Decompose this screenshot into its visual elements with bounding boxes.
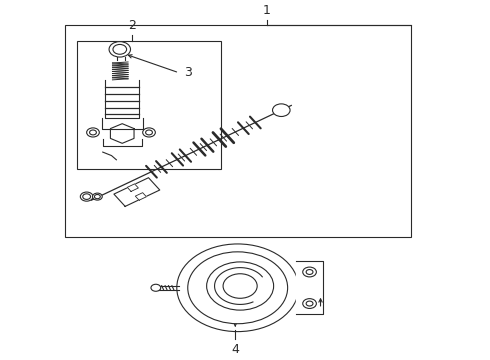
Circle shape — [80, 192, 93, 201]
Polygon shape — [135, 193, 147, 200]
Circle shape — [83, 194, 91, 199]
Circle shape — [306, 270, 313, 274]
Circle shape — [223, 274, 257, 298]
Circle shape — [303, 267, 317, 277]
Circle shape — [306, 301, 313, 306]
Circle shape — [95, 194, 100, 199]
Circle shape — [151, 284, 161, 291]
Circle shape — [109, 42, 130, 57]
Circle shape — [143, 128, 155, 137]
Polygon shape — [105, 80, 139, 118]
Polygon shape — [296, 261, 323, 314]
Circle shape — [272, 104, 290, 117]
Polygon shape — [102, 118, 143, 129]
Circle shape — [93, 193, 102, 200]
Bar — [65, 25, 411, 237]
Circle shape — [207, 262, 273, 310]
Bar — [77, 41, 221, 168]
Text: 1: 1 — [263, 4, 271, 17]
Circle shape — [87, 128, 99, 137]
Text: 2: 2 — [128, 19, 136, 32]
Polygon shape — [110, 124, 134, 143]
Circle shape — [188, 252, 288, 324]
Polygon shape — [127, 184, 138, 192]
Polygon shape — [117, 57, 124, 60]
Circle shape — [146, 130, 152, 135]
Text: 3: 3 — [184, 66, 192, 79]
Circle shape — [113, 44, 126, 54]
Polygon shape — [114, 178, 160, 206]
Circle shape — [303, 299, 317, 309]
Circle shape — [177, 244, 298, 332]
Polygon shape — [103, 139, 142, 147]
Circle shape — [90, 130, 97, 135]
Text: 4: 4 — [231, 343, 239, 356]
